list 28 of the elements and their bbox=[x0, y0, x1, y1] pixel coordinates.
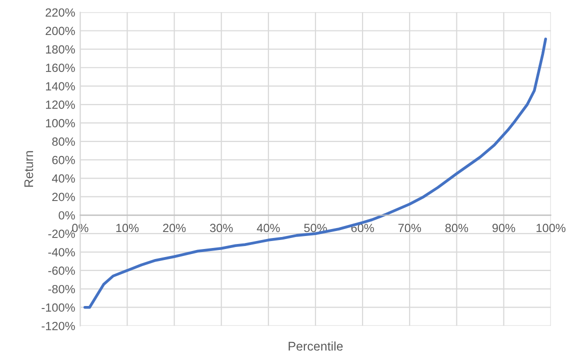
y-tick-label: 180% bbox=[46, 45, 75, 54]
y-tick-label: 220% bbox=[46, 8, 75, 17]
y-tick-label: 40% bbox=[52, 174, 75, 183]
y-tick-label: 160% bbox=[46, 64, 75, 72]
y-tick-label: 100% bbox=[46, 118, 75, 128]
x-tick-label: 30% bbox=[210, 224, 233, 232]
y-tick-label: 120% bbox=[46, 100, 75, 109]
x-tick-label: 70% bbox=[398, 224, 421, 232]
y-tick-label: 0% bbox=[58, 211, 75, 220]
x-tick-label: 40% bbox=[256, 224, 280, 232]
x-tick-label: 50% bbox=[304, 224, 327, 232]
y-tick-label: -60% bbox=[48, 266, 75, 275]
x-tick-label: 80% bbox=[445, 224, 468, 232]
y-tick-label: -120% bbox=[42, 322, 75, 330]
y-tick-label: -40% bbox=[48, 248, 75, 256]
y-tick-label: 20% bbox=[52, 192, 75, 202]
y-tick-label: 80% bbox=[52, 137, 75, 146]
y-tick-label: 200% bbox=[46, 26, 75, 36]
y-tick-label: 140% bbox=[46, 82, 75, 90]
y-tick-label: -80% bbox=[48, 284, 75, 294]
y-tick-label: 60% bbox=[52, 156, 75, 164]
x-tick-label: 10% bbox=[116, 224, 139, 232]
x-tick-label: 100% bbox=[536, 224, 566, 232]
x-tick-label: 90% bbox=[492, 224, 516, 232]
y-axis-title: Return bbox=[24, 151, 34, 187]
x-axis-title: Percentile bbox=[288, 341, 343, 351]
x-tick-label: 20% bbox=[163, 224, 186, 232]
y-tick-label: -100% bbox=[42, 303, 75, 312]
